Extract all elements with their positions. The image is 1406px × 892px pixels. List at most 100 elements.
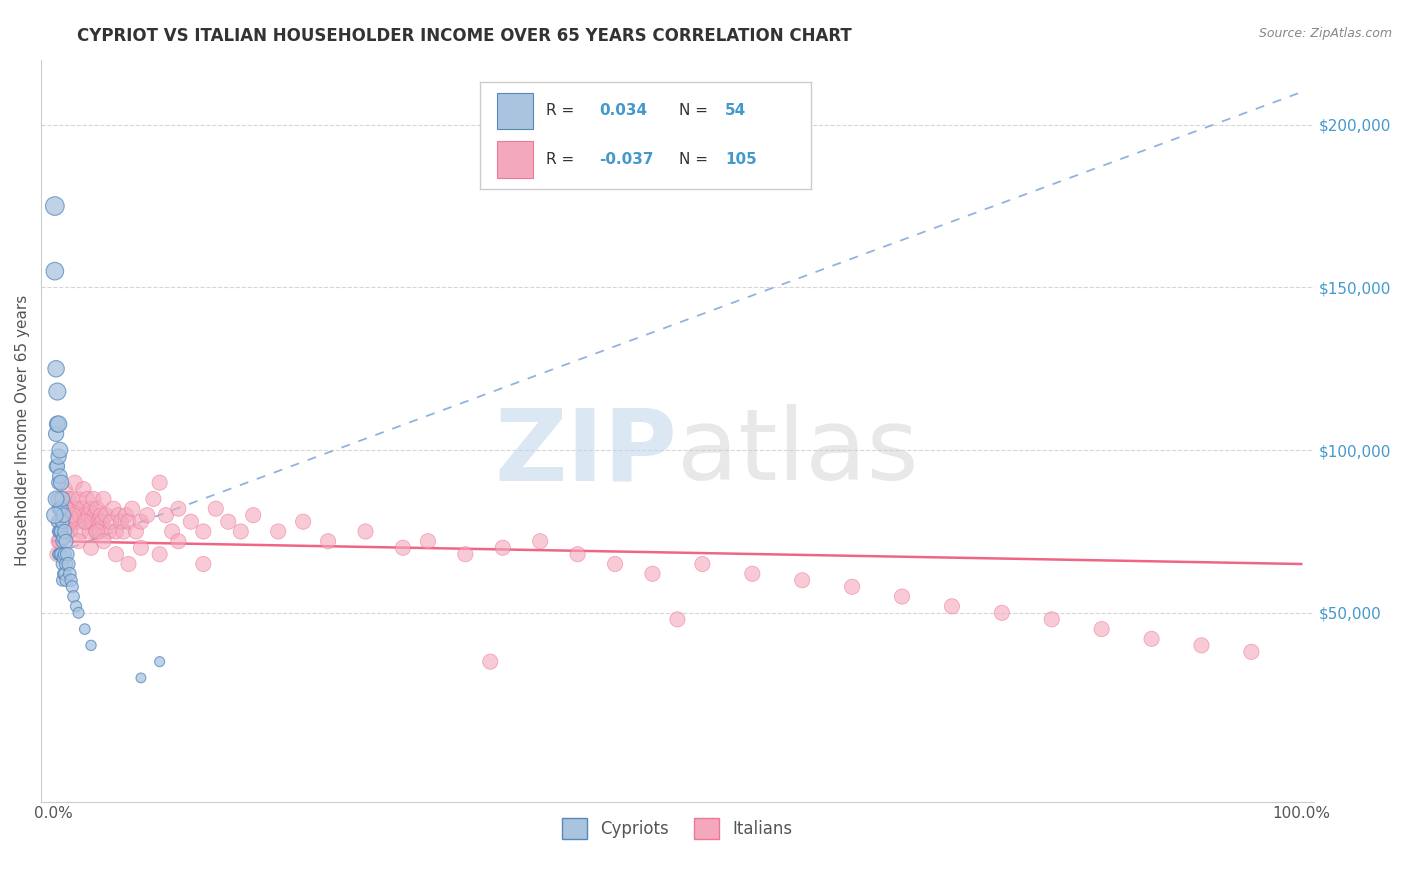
Point bbox=[49, 524, 72, 539]
Point bbox=[73, 508, 96, 523]
Point bbox=[142, 491, 165, 506]
Point bbox=[125, 524, 148, 539]
Point bbox=[267, 524, 290, 539]
Point bbox=[416, 534, 439, 549]
Text: CYPRIOT VS ITALIAN HOUSEHOLDER INCOME OVER 65 YEARS CORRELATION CHART: CYPRIOT VS ITALIAN HOUSEHOLDER INCOME OV… bbox=[77, 27, 852, 45]
Point bbox=[46, 417, 69, 431]
Point bbox=[49, 524, 72, 539]
Y-axis label: Householder Income Over 65 years: Householder Income Over 65 years bbox=[15, 295, 30, 566]
Point bbox=[52, 550, 75, 565]
Point bbox=[45, 361, 67, 376]
Point bbox=[741, 566, 763, 581]
Point bbox=[51, 515, 73, 529]
Point bbox=[62, 508, 84, 523]
Point bbox=[52, 566, 75, 581]
Point bbox=[603, 557, 626, 571]
Point bbox=[492, 541, 515, 555]
Point bbox=[56, 524, 79, 539]
Point bbox=[58, 557, 80, 571]
Point bbox=[91, 515, 114, 529]
Point bbox=[59, 515, 82, 529]
Point bbox=[59, 566, 82, 581]
Point bbox=[97, 524, 120, 539]
Point bbox=[129, 541, 152, 555]
Point bbox=[891, 590, 914, 604]
Point bbox=[117, 515, 139, 529]
Point bbox=[292, 515, 315, 529]
Point bbox=[55, 501, 77, 516]
Point bbox=[67, 606, 90, 620]
Point bbox=[90, 508, 112, 523]
Point bbox=[69, 508, 91, 523]
Point bbox=[53, 547, 76, 561]
Point bbox=[52, 531, 75, 545]
Point bbox=[67, 534, 90, 549]
Point bbox=[104, 524, 127, 539]
Point bbox=[49, 491, 72, 506]
Point bbox=[149, 475, 172, 490]
Text: ZIP: ZIP bbox=[495, 404, 678, 501]
Point bbox=[73, 622, 96, 636]
Point bbox=[89, 524, 111, 539]
Point bbox=[46, 491, 69, 506]
Point bbox=[48, 547, 70, 561]
Point bbox=[160, 524, 183, 539]
Point bbox=[80, 541, 103, 555]
Point bbox=[49, 501, 72, 516]
Point bbox=[104, 547, 127, 561]
Legend: Cypriots, Italians: Cypriots, Italians bbox=[555, 812, 800, 846]
Point bbox=[53, 566, 76, 581]
Point bbox=[79, 524, 101, 539]
Point bbox=[51, 515, 73, 529]
Point bbox=[45, 459, 67, 474]
Point bbox=[77, 508, 100, 523]
Point bbox=[49, 475, 72, 490]
Point bbox=[60, 574, 83, 588]
Point bbox=[52, 524, 75, 539]
Point bbox=[55, 557, 77, 571]
Point bbox=[65, 599, 87, 614]
Point bbox=[70, 524, 93, 539]
Point bbox=[167, 501, 190, 516]
Point bbox=[60, 491, 83, 506]
Text: Source: ZipAtlas.com: Source: ZipAtlas.com bbox=[1258, 27, 1392, 40]
Point bbox=[67, 491, 90, 506]
Point bbox=[83, 491, 105, 506]
Point bbox=[149, 655, 172, 669]
Point bbox=[59, 524, 82, 539]
Point bbox=[51, 534, 73, 549]
Point bbox=[136, 508, 159, 523]
Point bbox=[110, 515, 132, 529]
Point bbox=[62, 515, 84, 529]
Point bbox=[641, 566, 664, 581]
Point bbox=[692, 557, 714, 571]
Point bbox=[93, 534, 115, 549]
Point bbox=[1240, 645, 1263, 659]
Point bbox=[58, 491, 80, 506]
Point bbox=[941, 599, 963, 614]
Point bbox=[49, 534, 72, 549]
Point bbox=[129, 515, 152, 529]
Point bbox=[82, 515, 104, 529]
Point bbox=[112, 524, 135, 539]
Point bbox=[567, 547, 589, 561]
Point bbox=[48, 524, 70, 539]
Point bbox=[204, 501, 226, 516]
Point bbox=[115, 508, 138, 523]
Point bbox=[49, 469, 72, 483]
Point bbox=[193, 557, 215, 571]
Point bbox=[56, 547, 79, 561]
Point bbox=[792, 574, 814, 588]
Point bbox=[87, 515, 110, 529]
Point bbox=[392, 541, 415, 555]
Point bbox=[242, 508, 264, 523]
Point bbox=[80, 501, 103, 516]
Point bbox=[354, 524, 377, 539]
Point bbox=[48, 501, 70, 516]
Point bbox=[49, 515, 72, 529]
Point bbox=[149, 547, 172, 561]
Point bbox=[51, 574, 73, 588]
Text: atlas: atlas bbox=[678, 404, 920, 501]
Point bbox=[1040, 612, 1063, 626]
Point bbox=[529, 534, 551, 549]
